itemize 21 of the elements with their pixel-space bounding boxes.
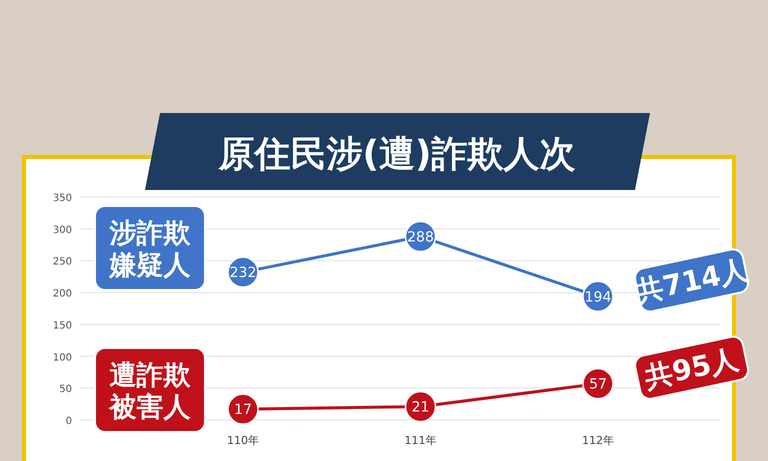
- y-tick-label: 200: [52, 288, 72, 300]
- y-tick-label: 350: [52, 193, 72, 204]
- y-tick-label: 150: [52, 320, 72, 332]
- annotation: 共95人: [640, 342, 743, 394]
- x-tick-label: 110年: [227, 434, 259, 447]
- x-tick-label: 112年: [582, 434, 614, 447]
- data-label: 17: [234, 402, 252, 418]
- chart-title: 原住民涉(遭)詐欺人次: [218, 134, 576, 175]
- y-tick-label: 50: [59, 384, 72, 396]
- data-label: 194: [584, 289, 612, 306]
- y-tick-label: 100: [52, 352, 72, 364]
- data-label: 57: [589, 376, 607, 393]
- data-label: 232: [230, 265, 256, 282]
- x-tick-label: 111年: [404, 434, 436, 447]
- series-label: 涉詐欺嫌疑人: [108, 218, 192, 281]
- y-tick-label: 0: [66, 416, 72, 427]
- data-label: 21: [412, 400, 430, 416]
- series-label: 遭詐欺被害人: [108, 360, 192, 423]
- y-tick-label: 300: [52, 224, 72, 236]
- data-label: 288: [407, 230, 434, 246]
- y-tick-label: 250: [52, 256, 72, 268]
